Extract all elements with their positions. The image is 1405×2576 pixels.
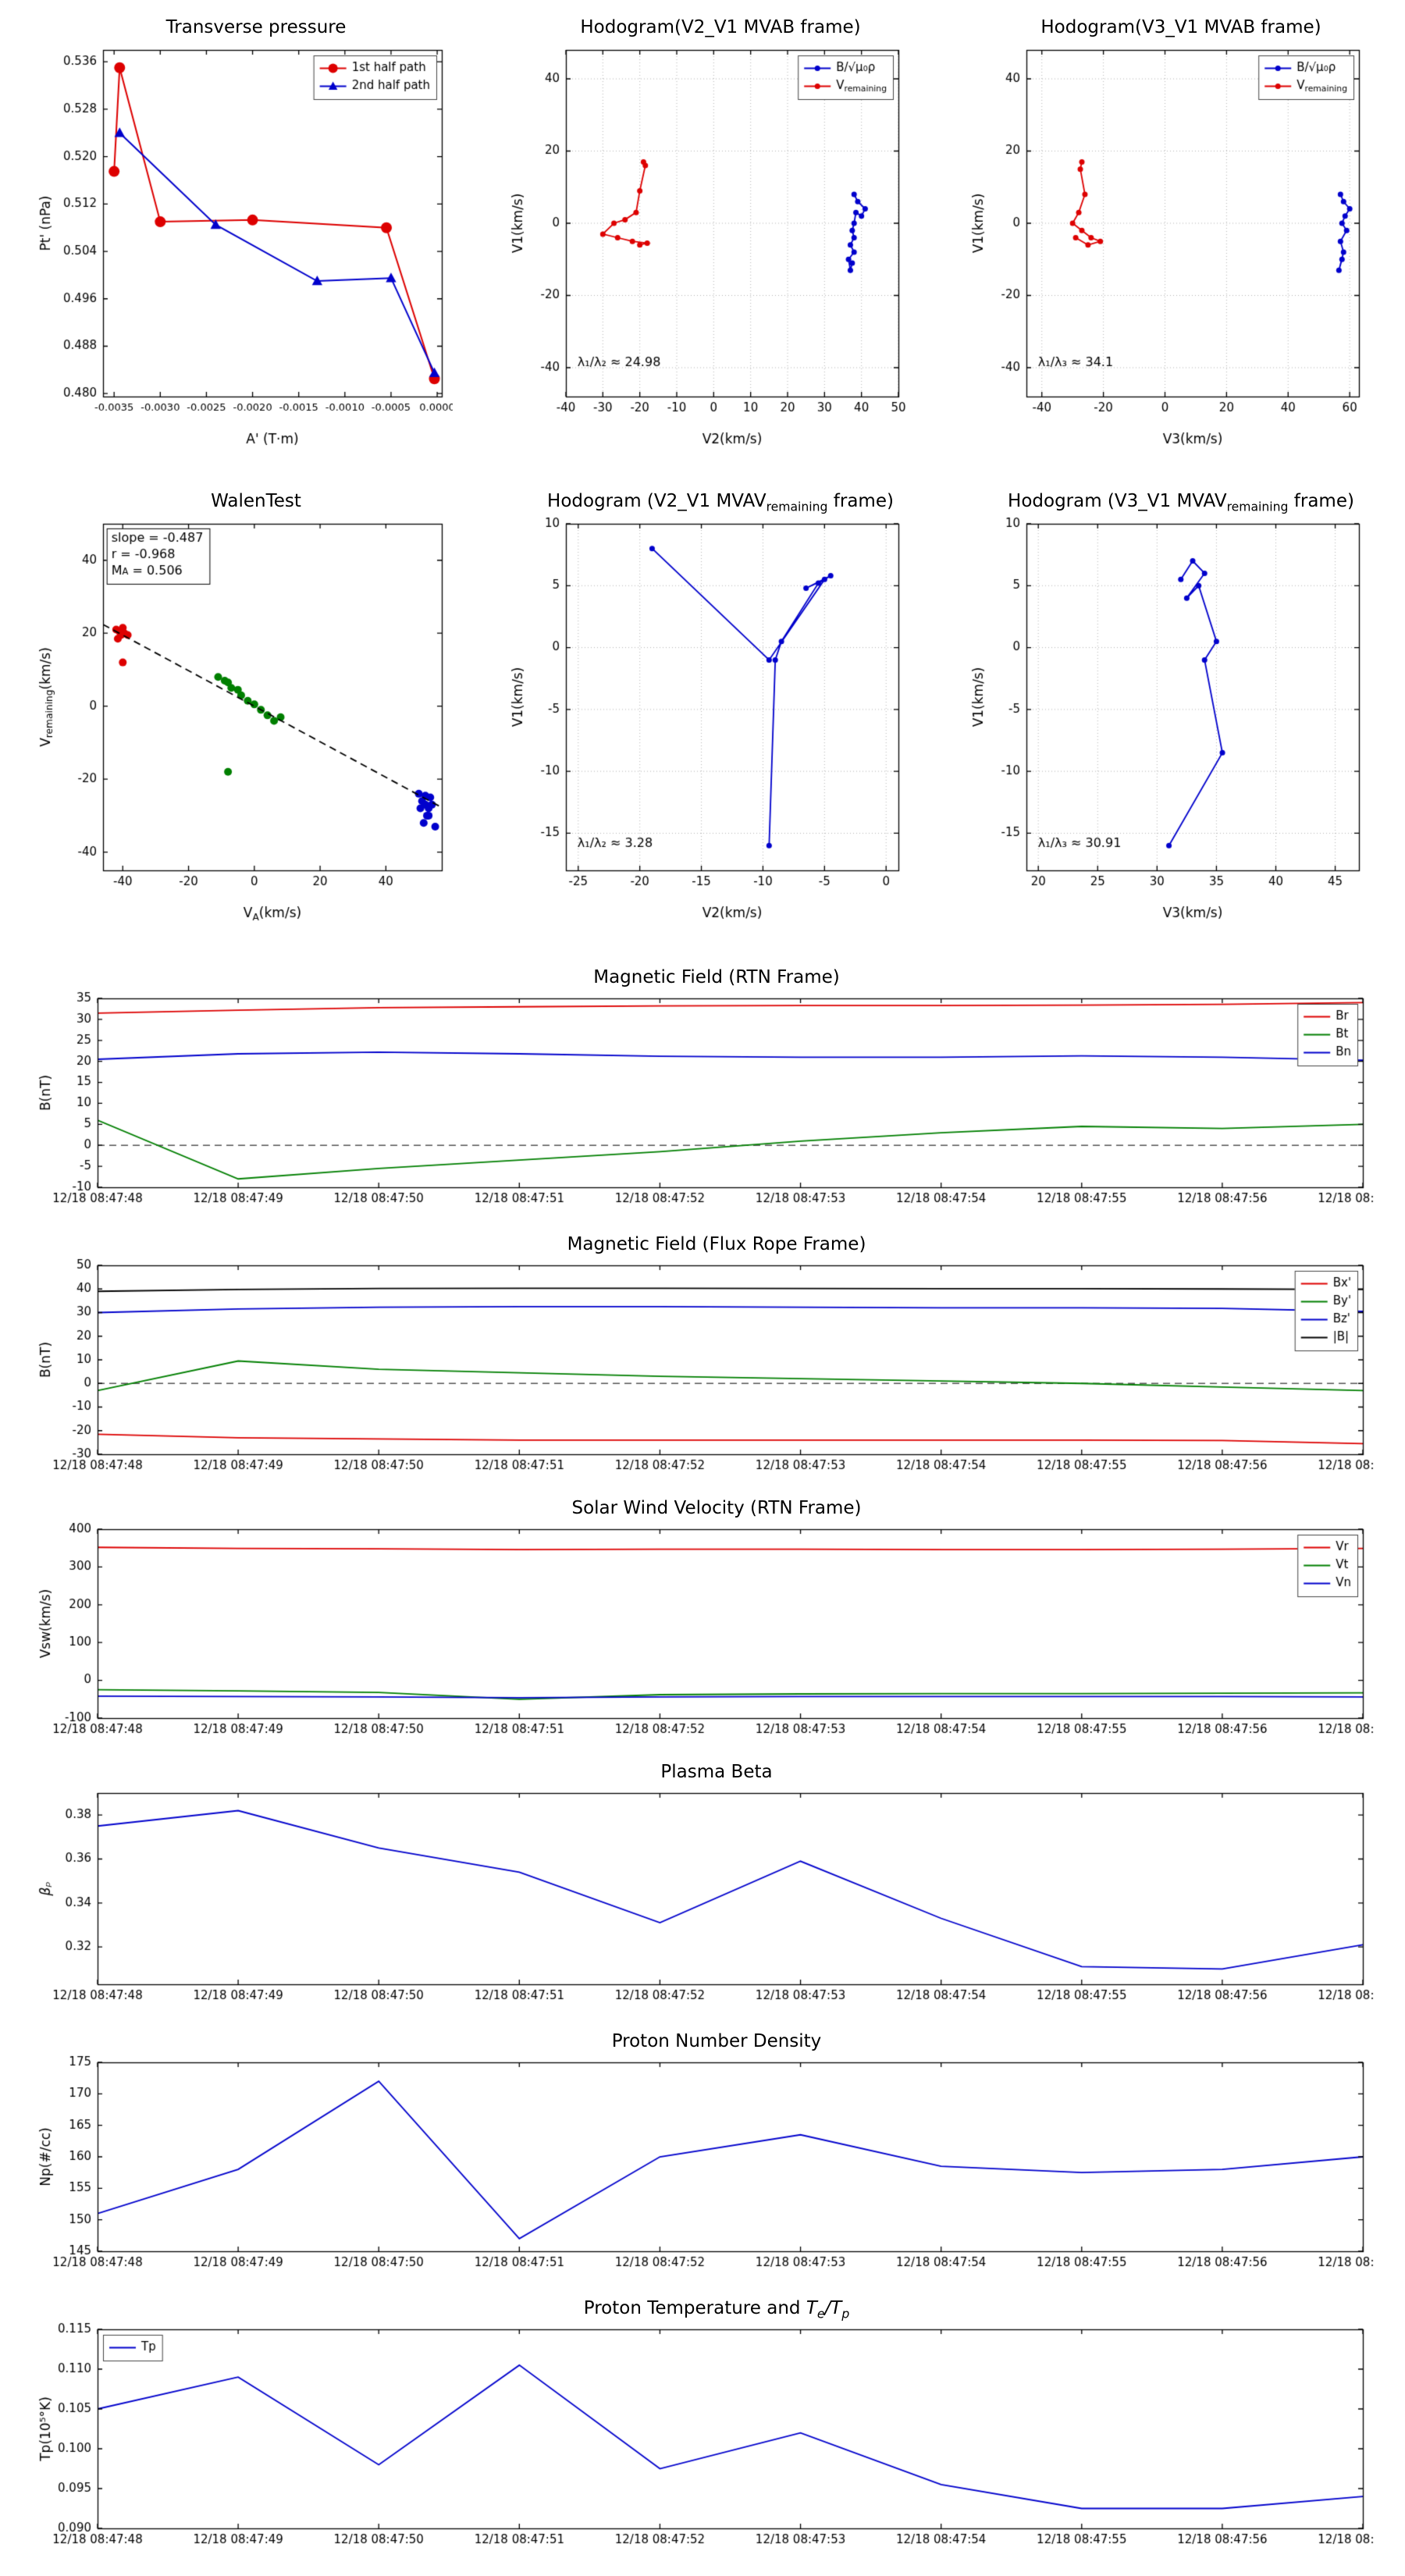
chart-title-solar-wind-velocity: Solar Wind Velocity (RTN Frame) [571, 1498, 862, 1518]
chart-proton-number-density: Proton Number Density [31, 2028, 1374, 2287]
chart-title-proton-temperature: Proton Temperature and Te/Tp [583, 2298, 850, 2322]
chart-hodogram-v3-v1-mvab: Hodogram(V3_V1 MVAB frame) [964, 14, 1370, 453]
chart-title-walen-test: WalenTest [211, 491, 301, 511]
walen-test-canvas [31, 514, 453, 927]
chart-title-magnetic-field-flux-rope: Magnetic Field (Flux Rope Frame) [567, 1234, 866, 1254]
transverse-pressure-canvas [31, 41, 453, 453]
chart-magnetic-field-rtn: Magnetic Field (RTN Frame) [31, 964, 1374, 1223]
chart-title-hodogram-v2-v1-mvav: Hodogram (V2_V1 MVAVremaining frame) [547, 491, 894, 514]
chart-title-hodogram-v3-v1-mvab: Hodogram(V3_V1 MVAB frame) [1040, 17, 1321, 37]
chart-title-hodogram-v2-v1-mvab: Hodogram(V2_V1 MVAB frame) [580, 17, 861, 37]
chart-hodogram-v2-v1-mvav: Hodogram (V2_V1 MVAVremaining frame) [503, 488, 909, 927]
hodogram-v2-v1-mvav-canvas [503, 514, 909, 927]
chart-transverse-pressure: Transverse pressure [31, 14, 453, 453]
chart-magnetic-field-flux-rope: Magnetic Field (Flux Rope Frame) [31, 1231, 1374, 1490]
hodogram-v3-v1-mvab-canvas [964, 41, 1370, 453]
hodogram-v2-v1-mvab-canvas [503, 41, 909, 453]
plasma-beta-canvas [31, 1785, 1374, 2020]
magnetic-field-rtn-canvas [31, 991, 1374, 1223]
chart-title-proton-number-density: Proton Number Density [611, 2031, 822, 2051]
proton-temperature-canvas [31, 2322, 1374, 2564]
chart-title-plasma-beta: Plasma Beta [660, 1762, 773, 1782]
hodogram-v3-v1-mvav-canvas [964, 514, 1370, 927]
chart-proton-temperature: Proton Temperature and Te/Tp [31, 2295, 1374, 2564]
chart-title-magnetic-field-rtn: Magnetic Field (RTN Frame) [593, 967, 840, 987]
chart-title-hodogram-v3-v1-mvav: Hodogram (V3_V1 MVAVremaining frame) [1008, 491, 1354, 514]
chart-walen-test: WalenTest [31, 488, 453, 927]
magnetic-field-flux-rope-canvas [31, 1258, 1374, 1490]
chart-solar-wind-velocity: Solar Wind Velocity (RTN Frame) [31, 1495, 1374, 1754]
solar-wind-velocity-canvas [31, 1521, 1374, 1754]
proton-number-density-canvas [31, 2055, 1374, 2287]
chart-title-transverse-pressure: Transverse pressure [165, 17, 347, 37]
chart-hodogram-v2-v1-mvab: Hodogram(V2_V1 MVAB frame) [503, 14, 909, 453]
chart-plasma-beta: Plasma Beta [31, 1759, 1374, 2020]
chart-hodogram-v3-v1-mvav: Hodogram (V3_V1 MVAVremaining frame) [964, 488, 1370, 927]
